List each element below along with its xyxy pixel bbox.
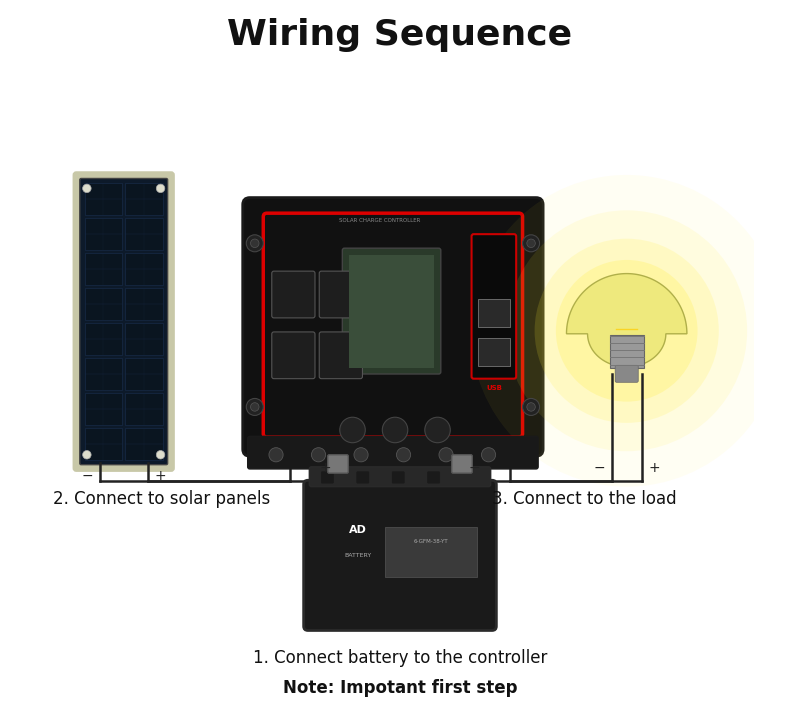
Circle shape [527,239,535,248]
FancyBboxPatch shape [85,253,122,285]
FancyBboxPatch shape [263,213,522,437]
Circle shape [382,417,408,443]
FancyBboxPatch shape [322,472,334,483]
FancyBboxPatch shape [85,428,122,460]
FancyBboxPatch shape [319,271,362,318]
FancyBboxPatch shape [342,248,441,374]
FancyBboxPatch shape [126,323,162,355]
FancyBboxPatch shape [242,198,543,456]
Circle shape [156,451,165,459]
FancyBboxPatch shape [272,332,315,378]
FancyBboxPatch shape [74,172,174,471]
Text: 2. Connect to solar panels: 2. Connect to solar panels [53,490,270,508]
Circle shape [482,448,496,462]
Text: −: − [469,461,481,476]
Text: +: + [649,461,660,476]
Circle shape [246,235,263,252]
Circle shape [340,417,366,443]
FancyBboxPatch shape [471,234,516,378]
Circle shape [506,211,747,451]
FancyBboxPatch shape [85,358,122,390]
FancyBboxPatch shape [85,288,122,320]
Text: USB: USB [486,385,502,391]
Circle shape [269,448,283,462]
FancyBboxPatch shape [85,183,122,215]
Polygon shape [566,273,687,367]
FancyBboxPatch shape [272,271,315,318]
Text: 1. Connect battery to the controller: 1. Connect battery to the controller [253,649,547,667]
Text: −: − [593,461,605,476]
Text: Note: Impotant first step: Note: Impotant first step [282,679,518,697]
Text: 6-GFM-38-YT: 6-GFM-38-YT [414,538,449,543]
FancyBboxPatch shape [392,472,404,483]
Circle shape [156,184,165,193]
FancyBboxPatch shape [126,253,162,285]
Circle shape [534,238,718,423]
Circle shape [522,235,539,252]
FancyBboxPatch shape [615,366,638,382]
Text: +: + [319,461,331,476]
FancyBboxPatch shape [310,467,490,487]
Circle shape [82,451,91,459]
FancyBboxPatch shape [126,218,162,250]
FancyBboxPatch shape [126,183,162,215]
Circle shape [556,260,698,402]
FancyBboxPatch shape [357,472,369,483]
Circle shape [439,448,453,462]
Text: AD: AD [349,525,366,535]
Text: −: − [82,469,93,483]
FancyBboxPatch shape [328,455,348,473]
Circle shape [354,448,368,462]
FancyBboxPatch shape [386,527,478,577]
Text: BATTERY: BATTERY [344,553,371,558]
FancyBboxPatch shape [85,393,122,425]
Circle shape [311,448,326,462]
FancyBboxPatch shape [452,455,472,473]
FancyBboxPatch shape [478,298,510,327]
FancyBboxPatch shape [319,332,362,378]
Circle shape [246,398,263,416]
Text: 3. Connect to the load: 3. Connect to the load [492,490,677,508]
FancyBboxPatch shape [304,481,496,630]
FancyBboxPatch shape [126,393,162,425]
Text: SOLAR CHARGE CONTROLLER: SOLAR CHARGE CONTROLLER [338,218,420,223]
FancyBboxPatch shape [126,428,162,460]
Circle shape [250,239,259,248]
Text: +: + [154,469,166,483]
FancyBboxPatch shape [428,472,440,483]
Circle shape [527,403,535,411]
FancyBboxPatch shape [610,335,643,368]
FancyBboxPatch shape [126,358,162,390]
FancyBboxPatch shape [80,178,168,465]
FancyBboxPatch shape [85,323,122,355]
Circle shape [82,184,91,193]
FancyBboxPatch shape [85,218,122,250]
Text: Wiring Sequence: Wiring Sequence [227,18,573,51]
FancyBboxPatch shape [349,255,434,368]
Circle shape [397,448,410,462]
FancyBboxPatch shape [126,288,162,320]
Circle shape [522,398,539,416]
FancyBboxPatch shape [248,436,538,469]
Circle shape [471,175,782,487]
FancyBboxPatch shape [478,338,510,366]
Circle shape [425,417,450,443]
Circle shape [250,403,259,411]
